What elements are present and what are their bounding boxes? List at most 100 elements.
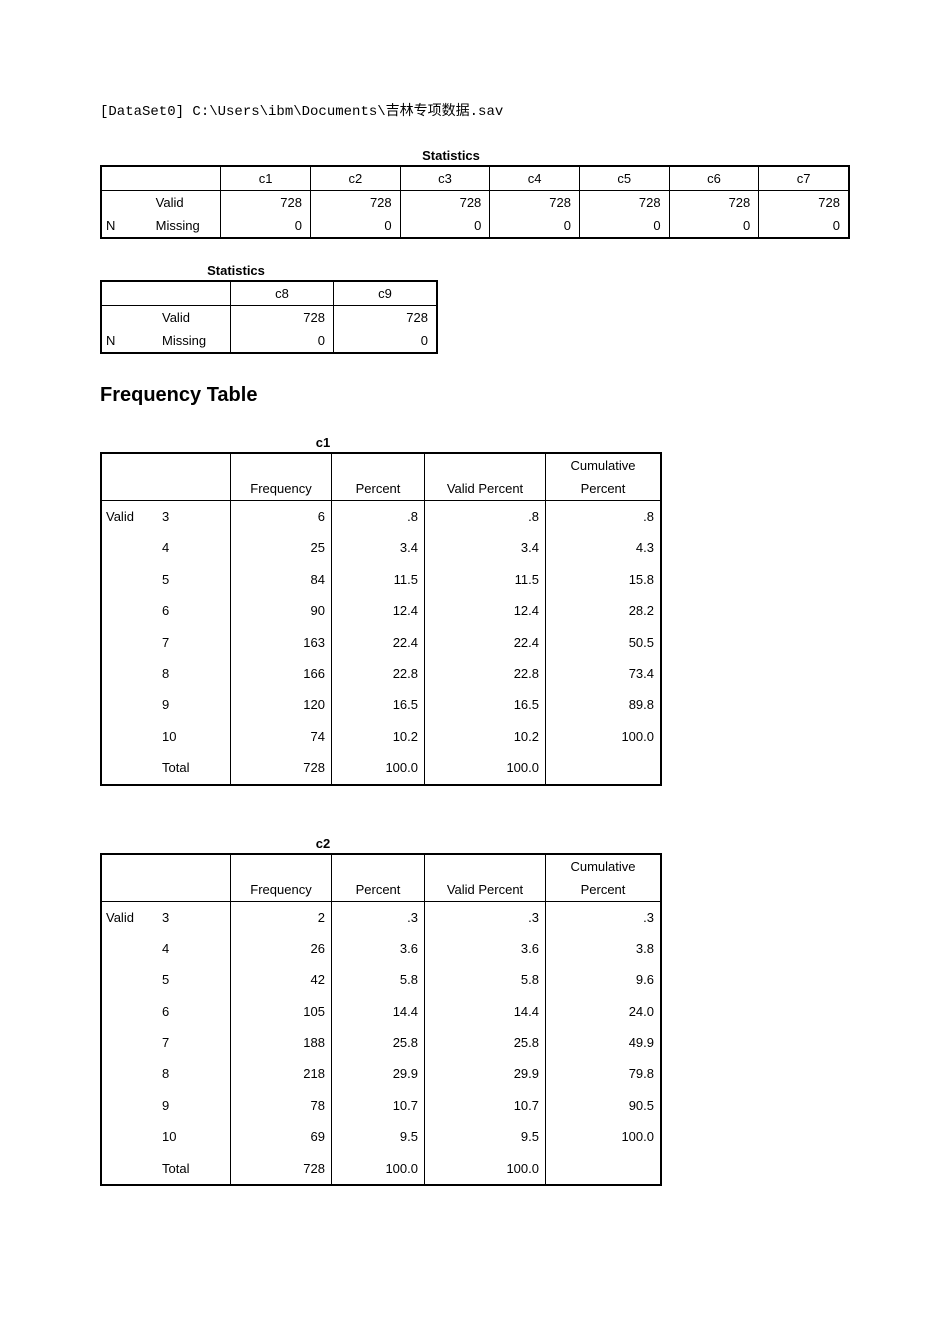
freq-value-label: 7 <box>154 627 231 658</box>
freq-value-label: 3 <box>154 501 231 533</box>
stats-missing-val: 0 <box>310 214 400 238</box>
freq-valid-label: Valid <box>101 501 154 785</box>
freq-row: 816622.822.873.4 <box>101 658 661 689</box>
freq-cell-valid-percent: 22.4 <box>425 627 546 658</box>
freq-header-cumpct-bot: Percent <box>546 477 662 501</box>
freq-header-percent: Percent <box>332 453 425 501</box>
freq-cell-cum-percent: 3.8 <box>546 933 662 964</box>
freq-row: 5425.85.89.6 <box>101 964 661 995</box>
freq-total-frequency: 728 <box>231 1153 332 1185</box>
freq-table-title-c1: c1 <box>100 435 546 450</box>
freq-row: 58411.511.515.8 <box>101 564 661 595</box>
freq-cell-valid-percent: 3.4 <box>425 532 546 563</box>
freq-cell-valid-percent: 9.5 <box>425 1121 546 1152</box>
freq-cell-valid-percent: 25.8 <box>425 1027 546 1058</box>
freq-table-c2: FrequencyPercentValid PercentCumulativeP… <box>100 853 662 1187</box>
freq-cell-frequency: 25 <box>231 532 332 563</box>
freq-cell-cum-percent: 100.0 <box>546 1121 662 1152</box>
freq-cell-percent: 14.4 <box>332 996 425 1027</box>
stats-missing-val: 0 <box>334 329 438 353</box>
stats-valid-val: 728 <box>759 191 849 215</box>
freq-row: 69012.412.428.2 <box>101 595 661 626</box>
stats-col-c3: c3 <box>400 166 490 191</box>
freq-row: 107410.210.2100.0 <box>101 721 661 752</box>
freq-cell-cum-percent: 28.2 <box>546 595 662 626</box>
freq-value-label: 9 <box>154 689 231 720</box>
freq-cell-percent: 3.6 <box>332 933 425 964</box>
freq-cell-valid-percent: 12.4 <box>425 595 546 626</box>
stats-valid-val: 728 <box>490 191 580 215</box>
stats-missing-val: 0 <box>400 214 490 238</box>
freq-total-label: Total <box>154 752 231 784</box>
stats-col-c1: c1 <box>221 166 311 191</box>
freq-cell-percent: 11.5 <box>332 564 425 595</box>
freq-cell-frequency: 105 <box>231 996 332 1027</box>
freq-header-cumpct-top: Cumulative <box>546 854 662 878</box>
freq-cell-percent: 29.9 <box>332 1058 425 1089</box>
freq-value-label: 8 <box>154 658 231 689</box>
freq-cell-frequency: 84 <box>231 564 332 595</box>
freq-value-label: 3 <box>154 901 231 933</box>
freq-cell-valid-percent: 14.4 <box>425 996 546 1027</box>
freq-cell-percent: 22.4 <box>332 627 425 658</box>
stats-missing-label: Missing <box>148 214 221 238</box>
stats-missing-val: 0 <box>759 214 849 238</box>
freq-cell-frequency: 90 <box>231 595 332 626</box>
freq-value-label: 9 <box>154 1090 231 1121</box>
freq-total-row: Total728100.0100.0 <box>101 1153 661 1185</box>
freq-cell-valid-percent: 16.5 <box>425 689 546 720</box>
freq-cell-cum-percent: 15.8 <box>546 564 662 595</box>
freq-header-percent: Percent <box>332 854 425 902</box>
stats-valid-val: 728 <box>221 191 311 215</box>
freq-row: 97810.710.790.5 <box>101 1090 661 1121</box>
freq-cell-valid-percent: 3.6 <box>425 933 546 964</box>
stats-col-c6: c6 <box>669 166 759 191</box>
freq-cell-frequency: 26 <box>231 933 332 964</box>
freq-cell-percent: 12.4 <box>332 595 425 626</box>
freq-value-label: 4 <box>154 933 231 964</box>
freq-value-label: 7 <box>154 1027 231 1058</box>
freq-row: 821829.929.979.8 <box>101 1058 661 1089</box>
freq-header-frequency: Frequency <box>231 453 332 501</box>
freq-cell-frequency: 6 <box>231 501 332 533</box>
freq-row: Valid32.3.3.3 <box>101 901 661 933</box>
freq-cell-percent: 10.7 <box>332 1090 425 1121</box>
stats-valid-val: 728 <box>669 191 759 215</box>
stats-missing-label: Missing <box>154 329 231 353</box>
stats-col-c7: c7 <box>759 166 849 191</box>
freq-header-cumpct-bot: Percent <box>546 878 662 902</box>
freq-value-label: 4 <box>154 532 231 563</box>
freq-value-label: 6 <box>154 595 231 626</box>
freq-cell-frequency: 163 <box>231 627 332 658</box>
stats-valid-val: 728 <box>310 191 400 215</box>
freq-total-cum-percent <box>546 752 662 784</box>
freq-cell-percent: 10.2 <box>332 721 425 752</box>
freq-cell-frequency: 120 <box>231 689 332 720</box>
frequency-table-heading: Frequency Table <box>100 384 850 407</box>
freq-cell-cum-percent: .8 <box>546 501 662 533</box>
stats-n-label: N <box>101 191 148 239</box>
freq-cell-valid-percent: 29.9 <box>425 1058 546 1089</box>
freq-value-label: 10 <box>154 721 231 752</box>
stats-valid-val: 728 <box>334 306 438 330</box>
freq-cell-valid-percent: 22.8 <box>425 658 546 689</box>
stats-valid-val: 728 <box>231 306 334 330</box>
stats-col-c2: c2 <box>310 166 400 191</box>
freq-cell-valid-percent: .3 <box>425 901 546 933</box>
freq-cell-valid-percent: 11.5 <box>425 564 546 595</box>
freq-header-frequency: Frequency <box>231 854 332 902</box>
stats-missing-val: 0 <box>490 214 580 238</box>
freq-cell-valid-percent: 5.8 <box>425 964 546 995</box>
freq-row: Valid36.8.8.8 <box>101 501 661 533</box>
stats-col-c5: c5 <box>579 166 669 191</box>
freq-cell-cum-percent: 24.0 <box>546 996 662 1027</box>
stats-missing-val: 0 <box>669 214 759 238</box>
freq-cell-cum-percent: 89.8 <box>546 689 662 720</box>
freq-cell-valid-percent: 10.7 <box>425 1090 546 1121</box>
freq-table-title-c2: c2 <box>100 836 546 851</box>
freq-cell-frequency: 78 <box>231 1090 332 1121</box>
freq-total-valid-percent: 100.0 <box>425 752 546 784</box>
freq-total-percent: 100.0 <box>332 752 425 784</box>
freq-cell-frequency: 218 <box>231 1058 332 1089</box>
freq-total-label: Total <box>154 1153 231 1185</box>
